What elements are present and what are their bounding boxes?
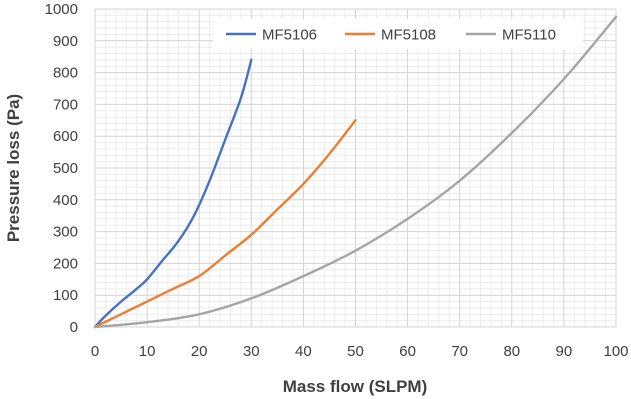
y-tick-label: 300 [53, 224, 78, 241]
series-lines [93, 15, 618, 329]
legend-label-mf5106: MF5106 [262, 27, 317, 44]
y-tick-label: 600 [53, 128, 78, 145]
x-tick-label: 40 [295, 343, 312, 360]
y-axis-title: Pressure loss (Pa) [4, 94, 23, 242]
series-line-mf5110 [93, 15, 618, 329]
y-tick-label: 100 [53, 287, 78, 304]
series-line-mf5108 [93, 119, 357, 329]
x-tick-label: 100 [603, 343, 628, 360]
y-tick-label: 900 [53, 33, 78, 50]
y-tick-label: 800 [53, 65, 78, 82]
x-tick-label: 60 [399, 343, 416, 360]
x-tick-label: 50 [347, 343, 364, 360]
major-gridlines [94, 8, 617, 328]
x-tick-label: 30 [243, 343, 260, 360]
y-tick-label: 0 [70, 319, 78, 336]
legend-label-mf5108: MF5108 [381, 27, 436, 44]
x-tick-label: 20 [191, 343, 208, 360]
y-tick-label: 700 [53, 96, 78, 113]
y-tick-label: 500 [53, 160, 78, 177]
x-tick-label: 10 [139, 343, 156, 360]
y-tick-label: 400 [53, 192, 78, 209]
series-line-mf5106 [93, 58, 253, 329]
x-tick-label: 0 [91, 343, 99, 360]
y-tick-label: 1000 [45, 1, 78, 18]
x-tick-label: 70 [451, 343, 468, 360]
x-axis-title: Mass flow (SLPM) [283, 377, 428, 396]
x-axis-tick-labels: 0 10 20 30 40 50 60 70 80 90 100 [91, 343, 629, 360]
legend: MF5106 MF5108 MF5110 [213, 19, 583, 49]
x-tick-label: 80 [503, 343, 520, 360]
x-tick-label: 90 [556, 343, 573, 360]
legend-box [213, 19, 583, 49]
legend-label-mf5110: MF5110 [502, 27, 556, 44]
y-axis-tick-labels: 0 100 200 300 400 500 600 700 800 900 1000 [45, 1, 78, 336]
y-tick-label: 200 [53, 255, 78, 272]
